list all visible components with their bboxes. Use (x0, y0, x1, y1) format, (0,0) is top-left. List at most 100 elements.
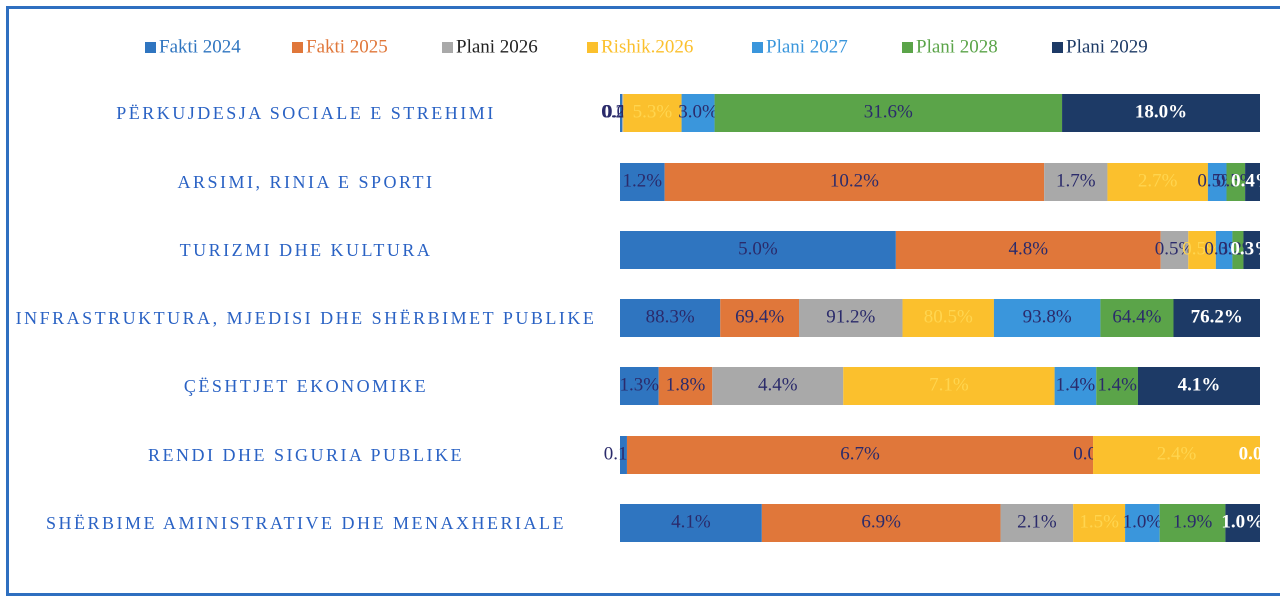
data-label: 2.1% (1017, 511, 1057, 532)
bar-segment (620, 163, 665, 201)
bar-segment (1215, 231, 1233, 269)
data-label: 76.2% (1191, 306, 1243, 327)
bar-segment (1107, 163, 1208, 201)
category-label: TURIZMI DHE KULTURA (179, 240, 433, 260)
category-label: RENDI DHE SIGURIA PUBLIKE (148, 445, 464, 465)
legend-swatch (145, 42, 156, 53)
legend-label: Fakti 2025 (306, 36, 388, 57)
bar-segment (622, 94, 624, 132)
bar-segment (712, 367, 844, 405)
data-label: 1.3% (620, 374, 660, 395)
data-label: 91.2% (826, 306, 875, 327)
bar-segment (714, 94, 1063, 132)
data-label: 1.2% (623, 170, 663, 191)
data-label: 1.4% (1056, 374, 1096, 395)
bar-segment (1054, 367, 1097, 405)
bar-segment (681, 94, 715, 132)
bar-segment (720, 299, 800, 337)
data-label: 1.4% (1097, 374, 1137, 395)
bar-segment (1225, 504, 1260, 542)
data-label: 88.3% (646, 306, 695, 327)
bar-segment (620, 504, 762, 542)
data-label: 4.4% (758, 374, 798, 395)
category-label: INFRASTRUKTURA, MJEDISI DHE SHËRBIMET PU… (15, 308, 597, 328)
bar-segment (1232, 231, 1244, 269)
legend-swatch (587, 42, 598, 53)
legend-label: Plani 2027 (766, 36, 848, 57)
bar-segment (1044, 163, 1108, 201)
data-label: 0.0% (1239, 443, 1280, 464)
bar-segment (1207, 163, 1227, 201)
legend-swatch (752, 42, 763, 53)
bar-segment (1125, 504, 1160, 542)
bar-segment (620, 299, 721, 337)
legend-label: Plani 2028 (916, 36, 998, 57)
bar-segment (658, 367, 713, 405)
data-label: 3.0% (678, 101, 718, 122)
bar-segment (1096, 367, 1138, 405)
data-label: 18.0% (1135, 101, 1187, 122)
bar-segment (1062, 94, 1260, 132)
bar-segment (1073, 504, 1126, 542)
data-label: 4.1% (671, 511, 711, 532)
legend-label: Plani 2029 (1066, 36, 1148, 57)
bar-segment (620, 94, 623, 132)
data-label: 1.5% (1079, 511, 1119, 532)
legend-label: Fakti 2024 (159, 36, 241, 57)
legend-label: Rishik.2026 (601, 36, 693, 57)
data-label: 7.1% (929, 374, 969, 395)
bar-segment (1159, 504, 1226, 542)
data-label: 10.2% (830, 170, 879, 191)
data-label: 93.8% (1023, 306, 1072, 327)
data-label: 69.4% (735, 306, 784, 327)
data-label: 2.4% (1157, 443, 1197, 464)
data-label: 5.3% (633, 101, 673, 122)
bar-segment (1226, 163, 1246, 201)
data-label: 0.5% (1182, 238, 1222, 259)
bar-segment (620, 367, 659, 405)
data-label: 6.7% (840, 443, 880, 464)
bar-segment (993, 299, 1101, 337)
bar-segment (1245, 163, 1260, 201)
plot-area: 0.2%0.0%0.1%5.3%3.0%31.6%18.0%1.2%10.2%1… (601, 94, 1280, 542)
data-label: 5.0% (738, 238, 778, 259)
bar-segment (1000, 504, 1074, 542)
data-label: 4.8% (1008, 238, 1048, 259)
data-label: 1.0% (1221, 511, 1264, 532)
bar-segment (626, 436, 1094, 474)
page: 0.2%0.0%0.1%5.3%3.0%31.6%18.0%1.2%10.2%1… (6, 6, 1280, 596)
data-label: 1.0% (1123, 511, 1163, 532)
legend-swatch (1052, 42, 1063, 53)
data-label: 31.6% (864, 101, 913, 122)
data-label: 0.3% (1230, 238, 1273, 259)
bar-segment (895, 231, 1161, 269)
data-label: 64.4% (1112, 306, 1161, 327)
bar-segment (843, 367, 1055, 405)
bar-segment (623, 94, 682, 132)
bar-segment (1188, 231, 1216, 269)
bar-segment (761, 504, 1001, 542)
data-label: 1.8% (666, 374, 706, 395)
legend-swatch (902, 42, 913, 53)
data-label: 0.5% (1155, 238, 1195, 259)
data-label: 4.1% (1178, 374, 1221, 395)
bar-segment (1173, 299, 1260, 337)
data-label: 6.9% (861, 511, 901, 532)
data-label: 1.7% (1056, 170, 1096, 191)
bar-segment (1093, 436, 1260, 474)
bar-segment (620, 436, 627, 474)
data-label: 1.9% (1173, 511, 1213, 532)
category-label: ÇËSHTJET EKONOMIKE (183, 376, 429, 396)
category-label: SHËRBIME AMINISTRATIVE DHE MENAXHERIALE (46, 513, 566, 533)
legend-swatch (292, 42, 303, 53)
legend-swatch (442, 42, 453, 53)
bar-segment (620, 231, 896, 269)
bar-segment (1137, 367, 1260, 405)
data-label: 2.7% (1138, 170, 1178, 191)
category-label: PËRKUJDESJA SOCIALE E STREHIMI (116, 103, 496, 123)
data-label: 80.5% (924, 306, 973, 327)
bar-segment (1243, 231, 1260, 269)
category-label: ARSIMI, RINIA E SPORTI (177, 172, 435, 192)
bar-segment (664, 163, 1045, 201)
bar-segment (1100, 299, 1174, 337)
